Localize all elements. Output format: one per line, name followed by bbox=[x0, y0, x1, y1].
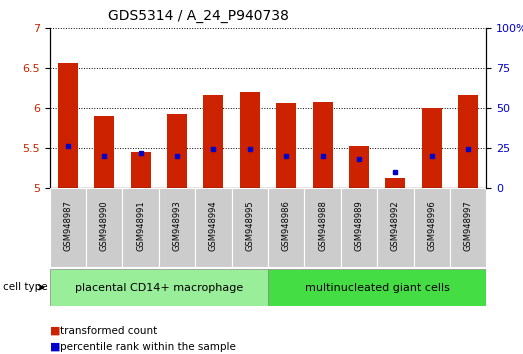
Bar bbox=[232, 188, 268, 267]
Bar bbox=[422, 108, 442, 188]
Bar bbox=[268, 269, 486, 306]
Bar bbox=[450, 188, 486, 267]
Bar bbox=[341, 188, 377, 267]
Text: GSM948991: GSM948991 bbox=[136, 200, 145, 251]
Bar bbox=[50, 188, 86, 267]
Bar bbox=[203, 95, 223, 188]
Bar bbox=[159, 188, 195, 267]
Bar bbox=[458, 95, 478, 188]
Text: GSM948996: GSM948996 bbox=[427, 200, 436, 251]
Bar bbox=[167, 114, 187, 188]
Bar bbox=[377, 188, 414, 267]
Text: GSM948986: GSM948986 bbox=[282, 200, 291, 251]
Text: GDS5314 / A_24_P940738: GDS5314 / A_24_P940738 bbox=[108, 9, 289, 23]
Bar bbox=[349, 146, 369, 188]
Text: GSM948994: GSM948994 bbox=[209, 200, 218, 251]
Text: GSM948997: GSM948997 bbox=[464, 200, 473, 251]
Bar bbox=[414, 188, 450, 267]
Bar bbox=[131, 152, 151, 188]
Text: GSM948987: GSM948987 bbox=[63, 200, 72, 251]
Bar bbox=[58, 63, 78, 188]
Bar bbox=[86, 188, 122, 267]
Text: multinucleated giant cells: multinucleated giant cells bbox=[305, 282, 450, 293]
Bar bbox=[240, 92, 260, 188]
Text: GSM948992: GSM948992 bbox=[391, 200, 400, 251]
Text: GSM948993: GSM948993 bbox=[173, 200, 181, 251]
Text: percentile rank within the sample: percentile rank within the sample bbox=[60, 342, 236, 352]
Bar bbox=[50, 269, 268, 306]
Text: ■: ■ bbox=[50, 342, 60, 352]
Text: GSM948989: GSM948989 bbox=[355, 200, 363, 251]
Text: cell type: cell type bbox=[3, 282, 47, 292]
Bar bbox=[268, 188, 304, 267]
Bar bbox=[122, 188, 159, 267]
Text: placental CD14+ macrophage: placental CD14+ macrophage bbox=[75, 282, 243, 293]
Text: GSM948988: GSM948988 bbox=[318, 200, 327, 251]
Bar bbox=[304, 188, 341, 267]
Text: GSM948990: GSM948990 bbox=[100, 200, 109, 251]
Text: GSM948995: GSM948995 bbox=[245, 200, 254, 251]
Bar bbox=[385, 178, 405, 188]
Text: transformed count: transformed count bbox=[60, 326, 157, 336]
Bar bbox=[195, 188, 232, 267]
Bar bbox=[276, 103, 296, 188]
Text: ■: ■ bbox=[50, 326, 60, 336]
Bar bbox=[94, 116, 115, 188]
Bar bbox=[313, 102, 333, 188]
